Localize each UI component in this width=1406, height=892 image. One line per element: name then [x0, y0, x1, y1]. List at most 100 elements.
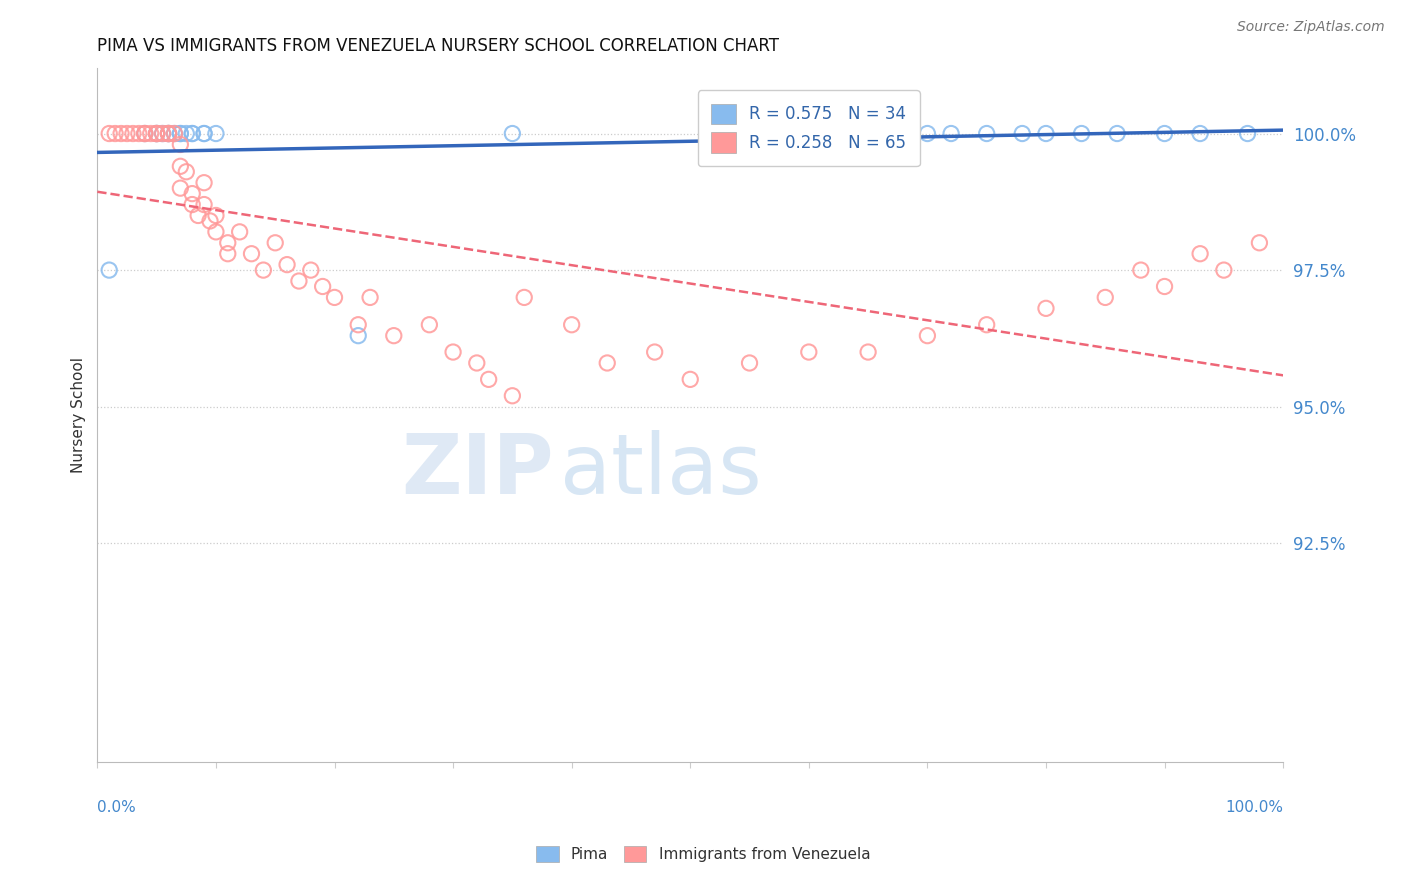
Point [110, 127, 132, 141]
Point [276, 258, 298, 272]
Point [797, 127, 820, 141]
Point [217, 235, 239, 250]
Point [1070, 127, 1092, 141]
Point [104, 127, 127, 141]
Point [1035, 301, 1057, 316]
Point [596, 356, 619, 370]
Point [169, 127, 191, 141]
Point [311, 279, 333, 293]
Point [1249, 235, 1271, 250]
Point [152, 127, 174, 141]
Point [187, 209, 209, 223]
Point [478, 372, 501, 386]
Point [880, 127, 903, 141]
Point [163, 127, 186, 141]
Point [128, 127, 150, 141]
Point [797, 345, 820, 359]
Point [679, 372, 702, 386]
Text: ZIP: ZIP [401, 430, 554, 511]
Point [1212, 263, 1234, 277]
Point [205, 209, 228, 223]
Point [347, 318, 370, 332]
Point [1107, 127, 1129, 141]
Point [299, 263, 322, 277]
Point [738, 356, 761, 370]
Point [163, 127, 186, 141]
Point [157, 127, 180, 141]
Point [98, 263, 121, 277]
Point [169, 137, 191, 152]
Point [976, 318, 998, 332]
Point [644, 345, 666, 359]
Point [501, 127, 523, 141]
Point [856, 127, 879, 141]
Point [145, 127, 167, 141]
Point [288, 274, 311, 288]
Point [157, 127, 180, 141]
Point [157, 127, 180, 141]
Point [441, 345, 464, 359]
Point [134, 127, 156, 141]
Point [174, 127, 197, 141]
Point [240, 246, 263, 260]
Text: 0.0%: 0.0% [97, 800, 136, 815]
Point [134, 127, 156, 141]
Point [205, 127, 228, 141]
Point [1153, 279, 1175, 293]
Point [1236, 127, 1258, 141]
Point [181, 197, 204, 211]
Point [145, 127, 167, 141]
Text: 100.0%: 100.0% [1225, 800, 1284, 815]
Point [122, 127, 145, 141]
Point [976, 127, 998, 141]
Point [917, 127, 939, 141]
Point [856, 345, 879, 359]
Legend: Pima, Immigrants from Venezuela: Pima, Immigrants from Venezuela [530, 840, 876, 868]
Point [228, 225, 250, 239]
Point [115, 127, 138, 141]
Point [738, 127, 761, 141]
Legend: R = 0.575   N = 34, R = 0.258   N = 65: R = 0.575 N = 34, R = 0.258 N = 65 [697, 90, 920, 166]
Point [561, 318, 583, 332]
Point [513, 290, 536, 304]
Point [169, 181, 191, 195]
Point [193, 127, 215, 141]
Point [193, 127, 215, 141]
Point [152, 127, 174, 141]
Point [145, 127, 167, 141]
Point [98, 127, 121, 141]
Point [1153, 127, 1175, 141]
Point [169, 127, 191, 141]
Point [174, 165, 197, 179]
Point [205, 225, 228, 239]
Point [198, 214, 221, 228]
Point [347, 328, 370, 343]
Point [252, 263, 274, 277]
Text: PIMA VS IMMIGRANTS FROM VENEZUELA NURSERY SCHOOL CORRELATION CHART: PIMA VS IMMIGRANTS FROM VENEZUELA NURSER… [97, 37, 779, 55]
Point [181, 186, 204, 201]
Point [465, 356, 488, 370]
Point [193, 197, 215, 211]
Point [217, 246, 239, 260]
Point [917, 328, 939, 343]
Point [323, 290, 346, 304]
Point [134, 127, 156, 141]
Point [139, 127, 162, 141]
Point [359, 290, 381, 304]
Point [1035, 127, 1057, 141]
Point [821, 127, 844, 141]
Point [169, 159, 191, 173]
Point [264, 235, 287, 250]
Y-axis label: Nursery School: Nursery School [72, 357, 86, 473]
Point [1129, 263, 1152, 277]
Point [145, 127, 167, 141]
Point [181, 127, 204, 141]
Point [157, 127, 180, 141]
Point [1094, 290, 1116, 304]
Point [1189, 246, 1212, 260]
Point [382, 328, 405, 343]
Point [145, 127, 167, 141]
Point [418, 318, 440, 332]
Text: atlas: atlas [560, 430, 762, 511]
Point [501, 389, 523, 403]
